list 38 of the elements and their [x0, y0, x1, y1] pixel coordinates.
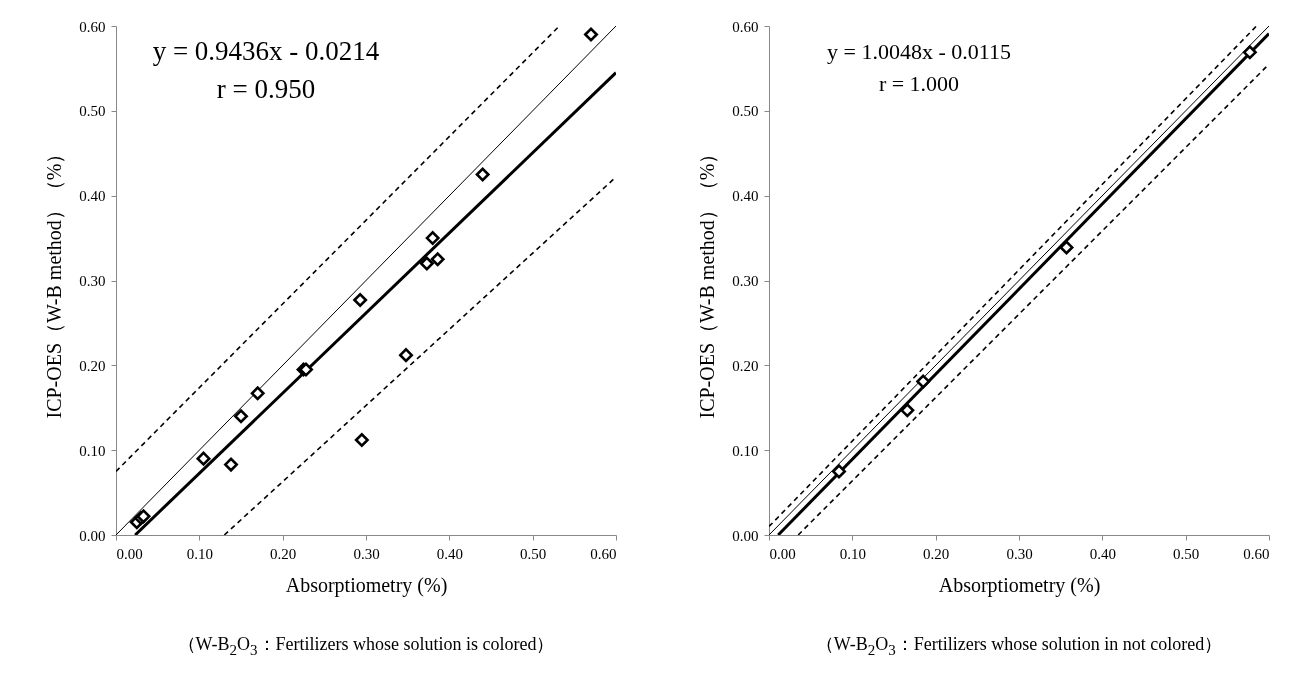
y-tick-label: 0.30	[732, 273, 759, 289]
y-tick-label: 0.00	[79, 527, 106, 544]
y-tick-label: 0.50	[79, 103, 106, 120]
x-tick-label: 0.60	[1243, 545, 1270, 562]
y-tick-label: 0.60	[732, 18, 759, 35]
y-tick-label: 0.40	[732, 188, 759, 205]
x-tick-label: 0.20	[923, 545, 950, 562]
text: （W-B$_{2}$O$_{3}$：Fertilizers whose solution in not colored）	[814, 633, 1224, 659]
x-tick-label: 0.00	[116, 545, 143, 562]
annotation: y = 1.0048x - 0.0115	[827, 39, 1011, 64]
text: （W-B$_{2}$O$_{3}$：Fertilizers whose solution is colored）	[176, 633, 556, 659]
y-tick-label: 0.40	[79, 188, 106, 205]
y-axis-title: ICP-OES（W-B method）（%）	[43, 143, 66, 419]
y-tick-label: 0.20	[79, 357, 106, 374]
annotation: r = 0.950	[216, 74, 316, 104]
x-tick-label: 0.10	[186, 545, 213, 562]
x-tick-label: 0.50	[520, 545, 547, 562]
y-tick-label: 0.60	[79, 18, 106, 35]
y-tick-label: 0.00	[732, 527, 759, 544]
x-tick-label: 0.40	[1089, 545, 1116, 562]
y-tick-label: 0.50	[732, 103, 759, 120]
x-axis-title: Absorptiometry (%)	[938, 573, 1101, 597]
y-tick-label: 0.20	[732, 357, 759, 374]
x-tick-label: 0.10	[839, 545, 866, 562]
x-tick-label: 0.30	[1006, 545, 1033, 562]
y-tick-label: 0.30	[79, 273, 106, 289]
annotation: r = 1.000	[878, 71, 960, 96]
x-tick-label: 0.50	[1173, 545, 1200, 562]
y-tick-label: 0.10	[732, 442, 759, 459]
y-axis-title: ICP-OES（W-B method）（%）	[696, 143, 719, 419]
x-tick-label: 0.20	[270, 545, 297, 562]
x-tick-label: 0.40	[436, 545, 463, 562]
x-tick-label: 0.00	[769, 545, 796, 562]
y-tick-label: 0.10	[79, 442, 106, 459]
x-tick-label: 0.60	[590, 545, 617, 562]
x-tick-label: 0.30	[353, 545, 380, 562]
annotation: y = 0.9436x - 0.0214	[152, 36, 380, 66]
x-axis-title: Absorptiometry (%)	[285, 573, 448, 597]
